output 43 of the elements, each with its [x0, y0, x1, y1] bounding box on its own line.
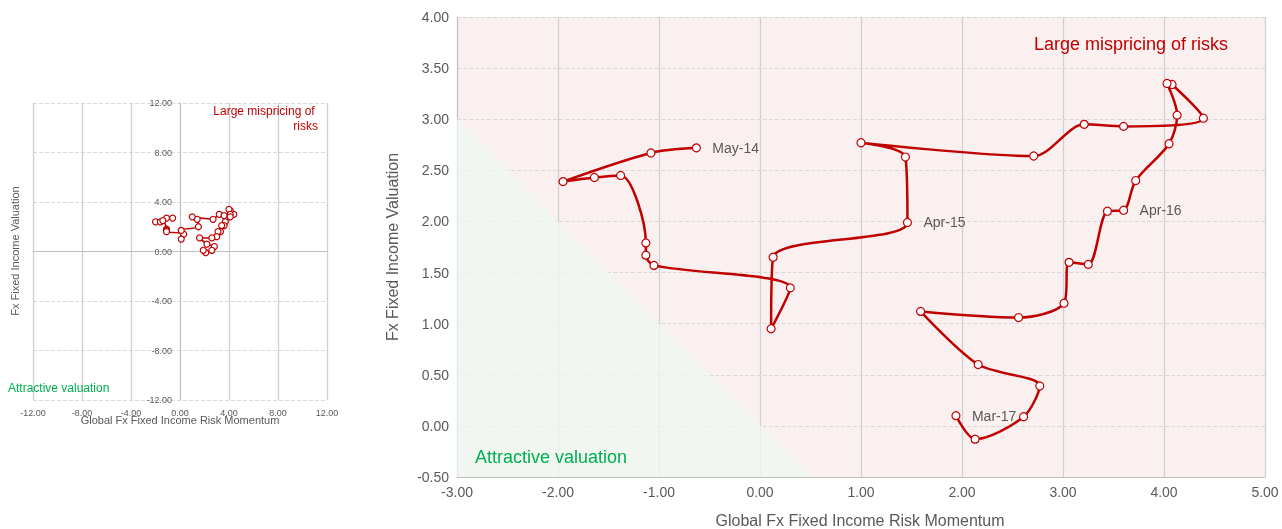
- annotation: Mar-17: [971, 407, 1017, 424]
- annotation: Attractive valuation: [475, 446, 628, 467]
- annotation: Attractive valuation: [8, 380, 110, 395]
- x-tick-label: 0.00: [171, 407, 189, 418]
- y-tick-label: -12.00: [146, 395, 172, 405]
- y-tick-label: 2.50: [421, 162, 450, 179]
- y-axis-title: Fx Fixed Income Valuation: [9, 186, 21, 316]
- annotation: Apr-16: [1139, 202, 1182, 219]
- x-tick-label: 12.00: [315, 407, 339, 418]
- x-tick-label: -8.00: [71, 407, 93, 418]
- y-tick-label: -8.00: [151, 345, 172, 356]
- x-tick-label: 1.00: [847, 484, 875, 500]
- y-tick-label: 2.00: [421, 213, 450, 230]
- y-tick-label: 4.00: [154, 197, 172, 207]
- x-tick-label: 3.00: [1049, 484, 1077, 500]
- x-tick-label: 4.00: [220, 407, 238, 418]
- x-tick-label: -12.00: [20, 407, 46, 418]
- y-axis-title: Fx Fixed Income Valuation: [383, 152, 401, 342]
- x-tick-label: 8.00: [269, 407, 287, 418]
- x-tick-label: 2.00: [948, 484, 976, 500]
- y-tick-label: 8.00: [154, 147, 172, 158]
- y-tick-label: 0.00: [154, 246, 172, 257]
- annotation: Large mispricing of risks: [213, 103, 318, 134]
- y-tick-label: 4.00: [421, 9, 450, 25]
- x-tick-label: -2.00: [542, 484, 575, 500]
- y-tick-label: 3.50: [421, 60, 450, 77]
- annotation: Apr-15: [923, 214, 966, 231]
- y-tick-label: 1.00: [421, 315, 450, 332]
- y-tick-label: 3.00: [421, 111, 450, 128]
- annotation: May-14: [712, 139, 760, 156]
- x-tick-label: -3.00: [441, 484, 474, 500]
- y-tick-label: 12.00: [149, 98, 172, 108]
- annotation: Large mispricing of risks: [1033, 33, 1228, 54]
- x-tick-label: 0.00: [746, 484, 774, 500]
- x-tick-label: -4.00: [120, 407, 142, 418]
- x-tick-label: 4.00: [1150, 484, 1178, 500]
- y-tick-label: -0.50: [417, 469, 450, 485]
- x-tick-label: 5.00: [1251, 484, 1279, 500]
- y-tick-label: -4.00: [151, 296, 172, 306]
- x-tick-label: -1.00: [643, 484, 676, 500]
- x-axis-title: Global Fx Fixed Income Risk Momentum: [715, 511, 1005, 529]
- y-tick-label: 0.50: [421, 366, 450, 383]
- y-tick-label: 1.50: [421, 264, 450, 281]
